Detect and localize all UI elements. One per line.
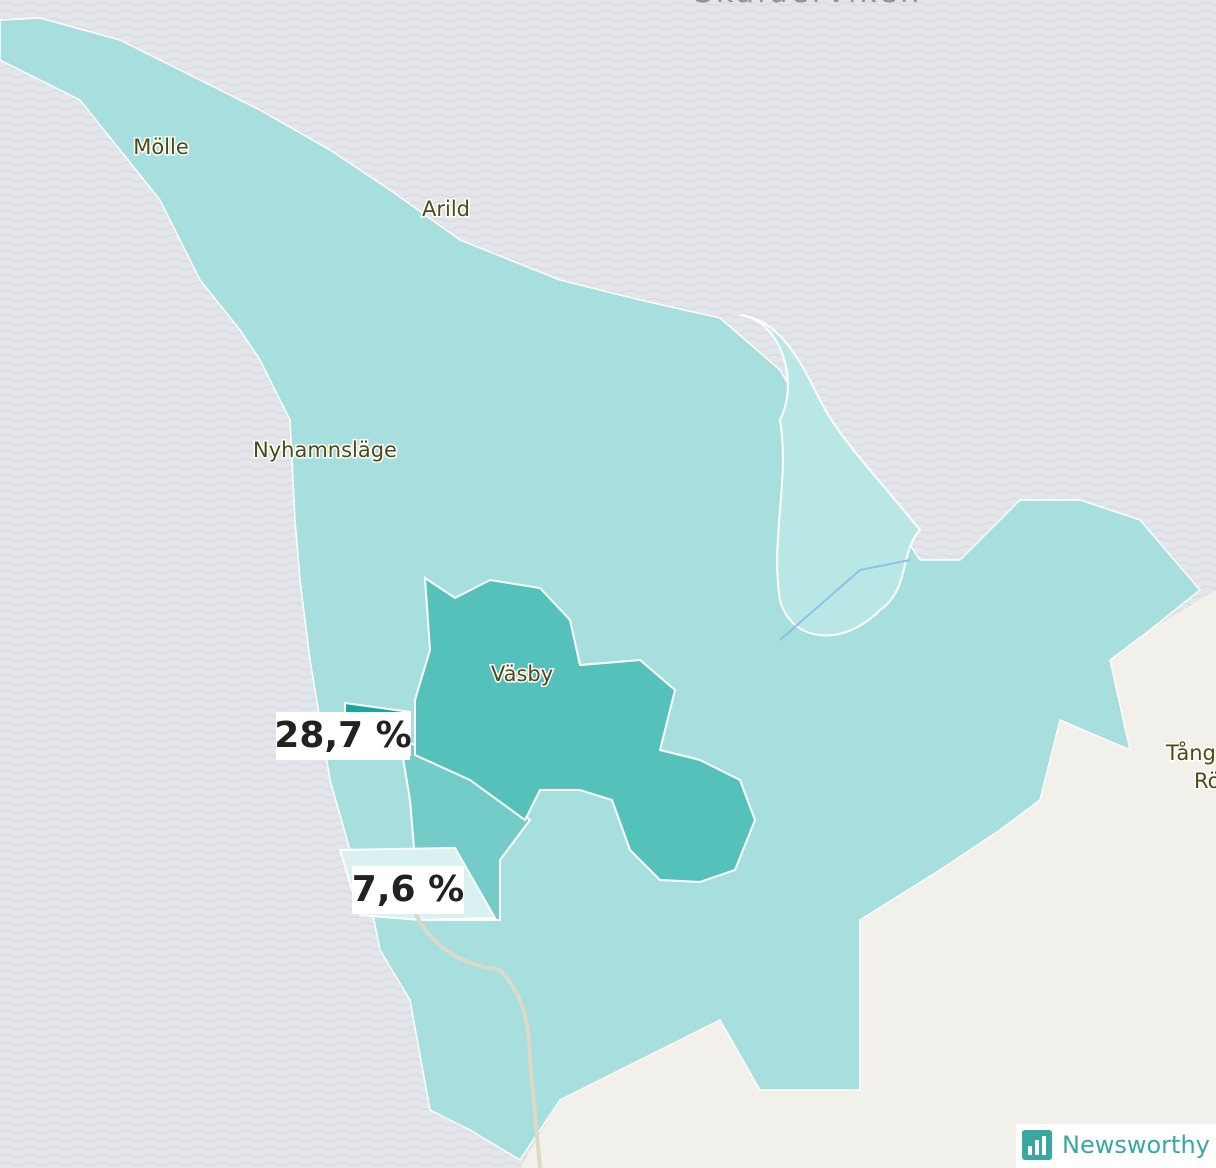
place-label: Rö [1194, 769, 1216, 793]
district [414, 576, 757, 884]
place-label: Tång [1165, 740, 1216, 765]
place-label: Mölle [133, 135, 189, 159]
brand-icon-bar [1028, 1146, 1032, 1155]
area-value-label: 7,6 % [352, 869, 464, 910]
place-label: Nyhamnsläge [253, 438, 397, 462]
river [779, 559, 911, 641]
label-box [352, 866, 464, 914]
water-label: Skälderviken [694, 0, 922, 10]
area-value-label: 28,7 % [274, 715, 411, 756]
road [408, 899, 542, 1168]
label-box [276, 712, 410, 760]
place-label: Arild [422, 197, 470, 221]
municipality [0, 17, 1202, 1162]
place-label: Väsby [491, 662, 553, 686]
district [739, 314, 922, 637]
land [520, 590, 1216, 1168]
brand-icon-bar [1042, 1136, 1046, 1155]
brand-name: Newsworthy [1062, 1131, 1210, 1159]
brand-icon-bar [1035, 1140, 1039, 1155]
